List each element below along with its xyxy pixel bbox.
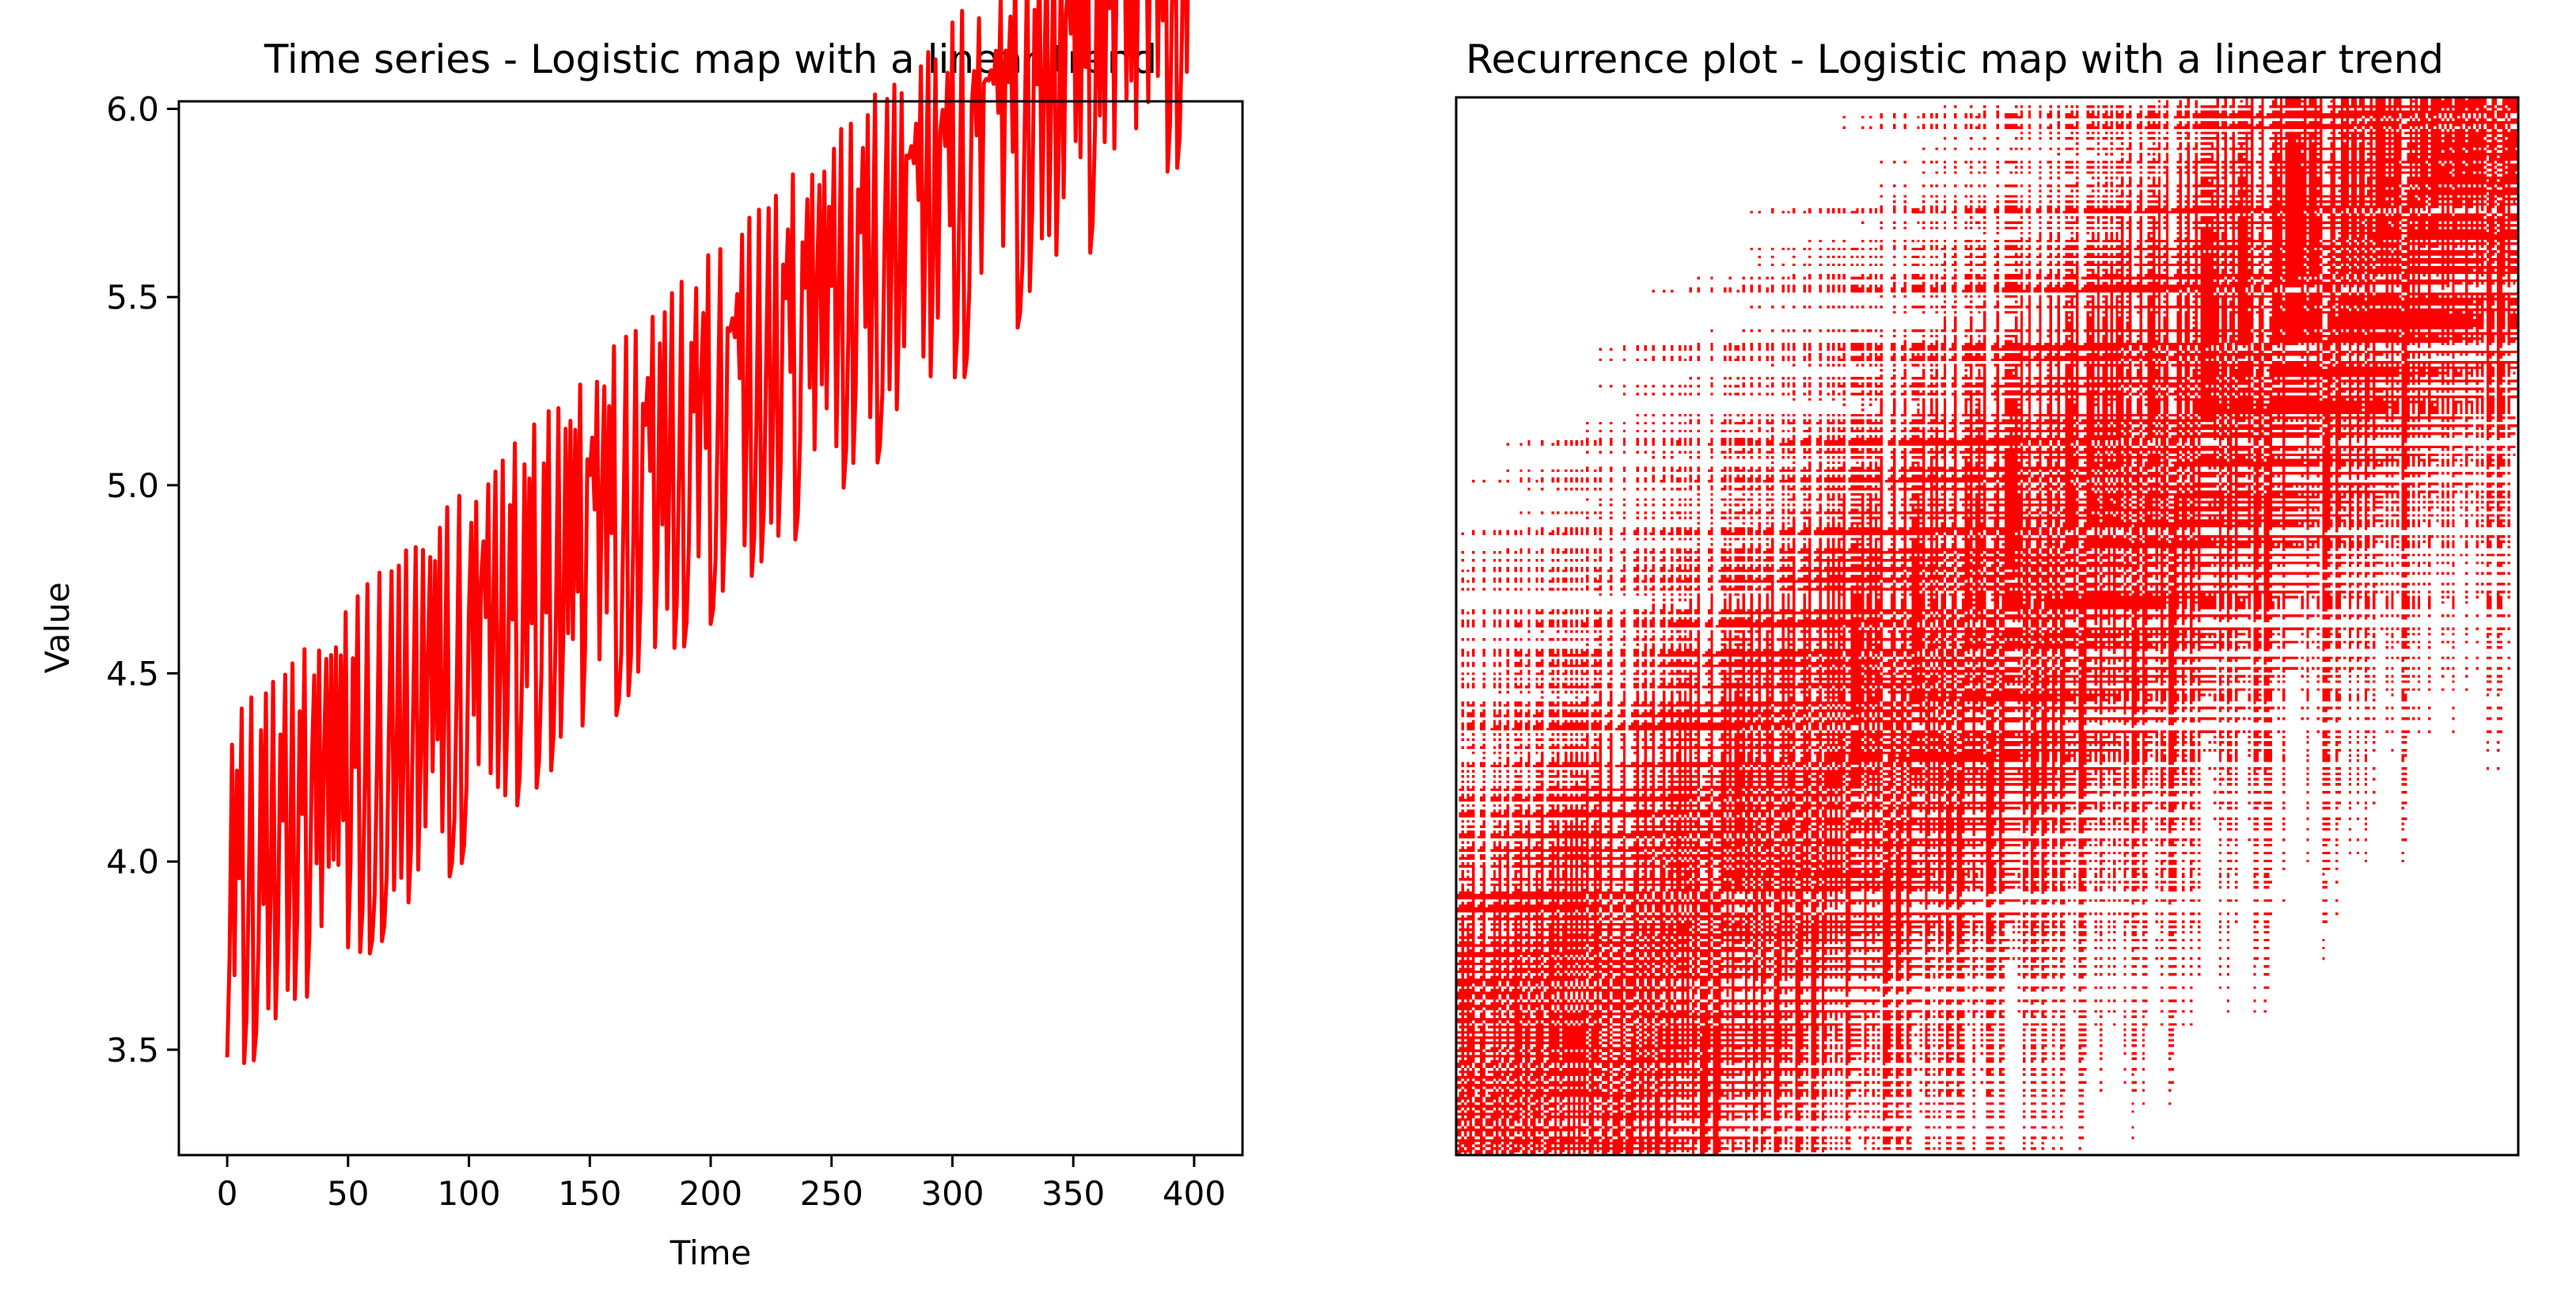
recurrence-plot-axes-frame — [1455, 96, 2520, 1157]
time-series-plot-area — [225, 0, 1190, 1066]
time-series-panel: Time series - Logistic map with a linear… — [38, 0, 1244, 1272]
y-axis-ticks: 3.5 4.0 4.5 5.0 5.5 6.0 — [106, 90, 179, 1070]
y-tick-label: 3.5 — [106, 1031, 159, 1070]
y-tick-label: 6.0 — [106, 90, 159, 129]
recurrence-plot-title: Recurrence plot - Logistic map with a li… — [1466, 36, 2444, 82]
recurrence-plot-panel: Recurrence plot - Logistic map with a li… — [1455, 36, 2520, 1157]
y-tick-label: 5.5 — [106, 278, 159, 317]
x-tick-label: 0 — [217, 1174, 238, 1213]
x-tick-label: 150 — [558, 1174, 621, 1213]
x-tick-label: 100 — [437, 1174, 500, 1213]
recurrence-matrix-image — [1456, 97, 2518, 1155]
time-series-axes-frame — [177, 100, 1244, 1157]
y-tick-label: 5.0 — [106, 466, 159, 505]
x-axis-ticks: 0 50 100 150 200 250 300 350 400 — [217, 1155, 1226, 1213]
x-tick-label: 50 — [327, 1174, 369, 1213]
x-tick-label: 400 — [1163, 1174, 1226, 1213]
series-line — [225, 0, 1190, 1066]
y-axis-label: Value — [38, 582, 77, 673]
x-axis-label: Time — [670, 1233, 752, 1272]
y-tick-label: 4.0 — [106, 842, 159, 881]
x-tick-label: 350 — [1041, 1174, 1105, 1213]
y-tick-label: 4.5 — [106, 655, 159, 694]
x-tick-label: 200 — [679, 1174, 742, 1213]
x-tick-label: 300 — [920, 1174, 984, 1213]
x-tick-label: 250 — [800, 1174, 863, 1213]
time-series-title: Time series - Logistic map with a linear… — [264, 36, 1157, 82]
